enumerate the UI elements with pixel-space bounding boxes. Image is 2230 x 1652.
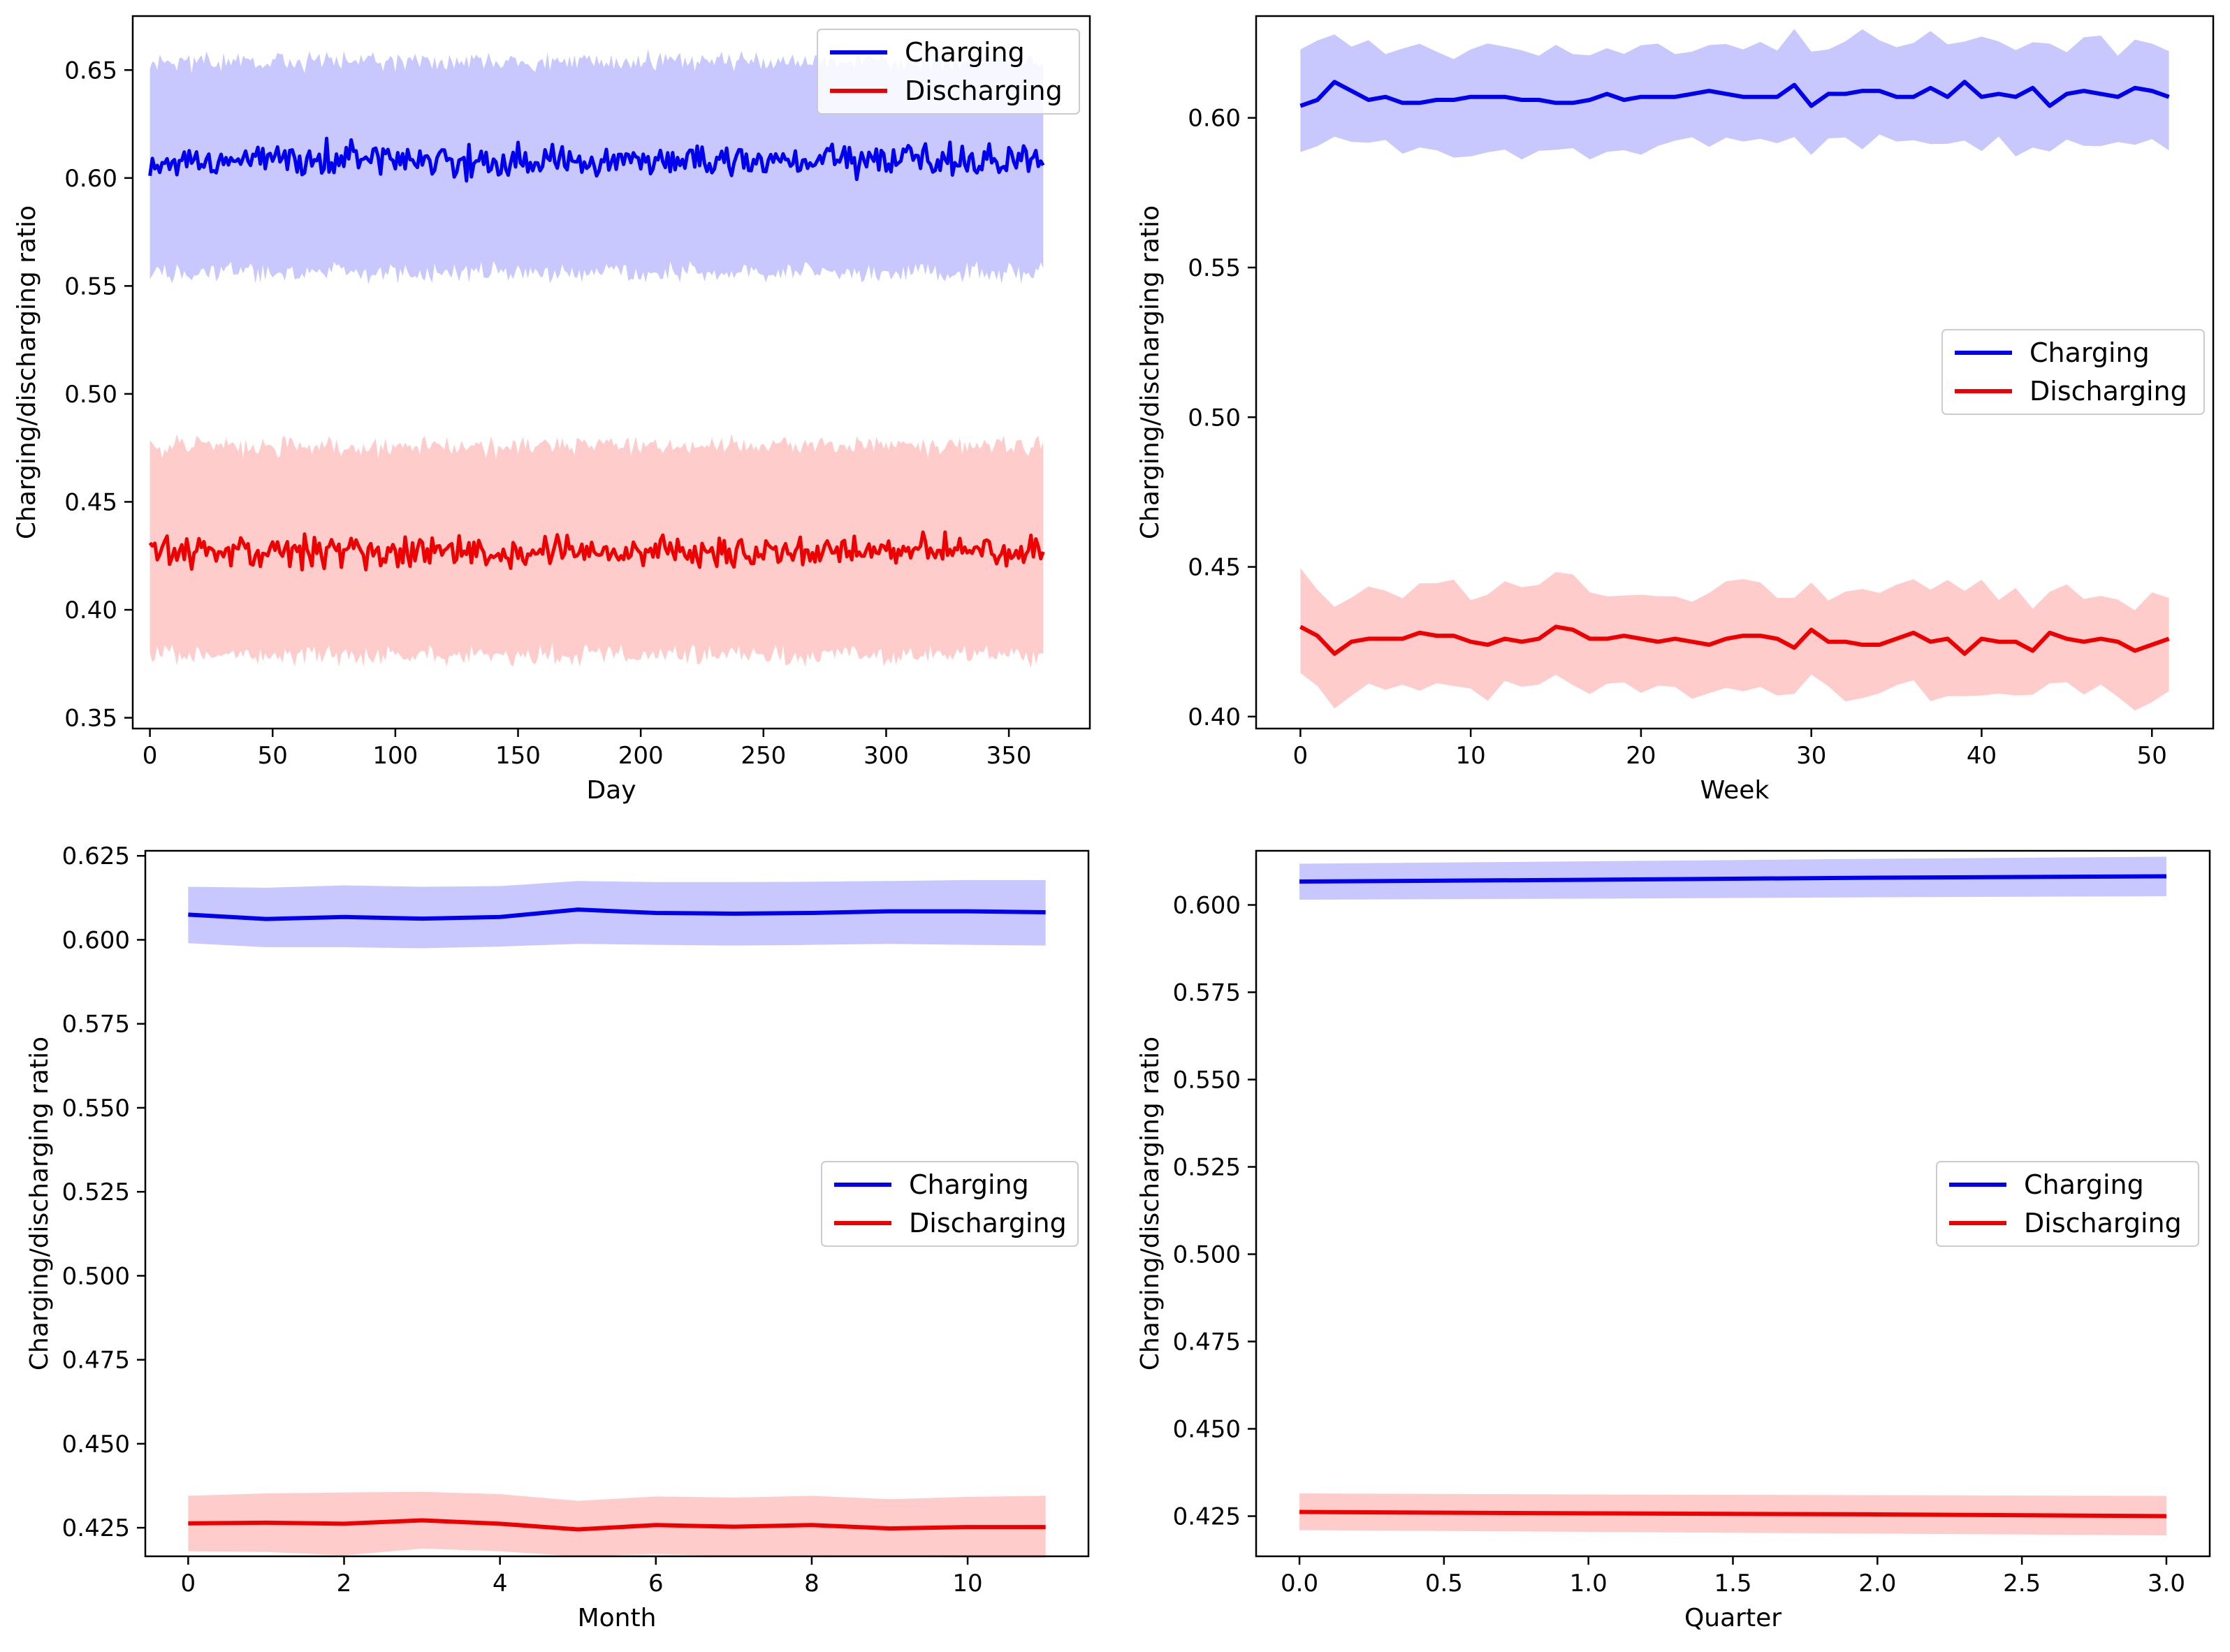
axes-frame-daily <box>131 15 1091 730</box>
legend-label-discharging: Discharging <box>909 1208 1067 1238</box>
x-axis-label-weekly: Week <box>1700 776 1770 805</box>
x-tick-label-quarterly: 1.0 <box>1570 1570 1608 1598</box>
x-tick-label-quarterly: 1.5 <box>1714 1570 1751 1598</box>
y-axis-label-monthly: Charging/discharging ratio <box>25 1037 54 1370</box>
legend-label-charging: Charging <box>2029 337 2150 368</box>
legend-quarterly: Charging Discharging <box>1936 1161 2199 1247</box>
x-tick-label-quarterly: 2.0 <box>1858 1570 1896 1598</box>
discharging-line-monthly <box>188 1518 1046 1532</box>
y-tick-label-daily: 0.35 <box>64 705 117 733</box>
x-tick-label-daily: 350 <box>986 742 1032 770</box>
legend-label-charging: Charging <box>2024 1169 2144 1200</box>
x-tick-label-daily: 50 <box>258 742 288 770</box>
y-tick-label-monthly: 0.575 <box>62 1011 130 1039</box>
x-tick-label-weekly: 10 <box>1456 742 1486 770</box>
y-axis-label-quarterly: Charging/discharging ratio <box>1136 1037 1165 1370</box>
y-tick-label-monthly: 0.450 <box>62 1431 130 1459</box>
y-tick-label-quarterly: 0.450 <box>1173 1416 1241 1444</box>
x-tick-label-weekly: 50 <box>2137 742 2167 770</box>
charging-band-monthly <box>188 879 1046 949</box>
y-tick-label-daily: 0.50 <box>64 381 117 409</box>
x-tick-label-weekly: 30 <box>1796 742 1826 770</box>
charging-line-quarterly <box>1299 874 2166 884</box>
y-axis-label-weekly: Charging/discharging ratio <box>1136 205 1165 539</box>
y-tick-label-monthly: 0.475 <box>62 1347 130 1375</box>
legend-daily: Charging Discharging <box>817 29 1080 115</box>
y-tick-label-quarterly: 0.575 <box>1173 979 1241 1007</box>
legend-label-discharging: Discharging <box>905 75 1063 106</box>
y-tick-label-daily: 0.55 <box>64 272 117 300</box>
y-tick-label-monthly: 0.625 <box>62 842 130 870</box>
y-tick-label-quarterly: 0.525 <box>1173 1154 1241 1182</box>
discharging-line-quarterly <box>1299 1510 2166 1519</box>
charging-line-monthly <box>188 907 1046 921</box>
panel-weekly: 0 10 20 30 40 50 0.40 0.45 0.50 0.55 0.60 Week Charg… <box>1136 15 2215 805</box>
x-tick-label-weekly: 20 <box>1626 742 1656 770</box>
y-tick-label-daily: 0.45 <box>64 488 117 516</box>
discharging-line-daily <box>148 530 1045 572</box>
x-tick-label-monthly: 4 <box>493 1570 508 1598</box>
x-axis-label-monthly: Month <box>578 1604 657 1632</box>
y-tick-label-monthly: 0.600 <box>62 926 130 954</box>
x-tick-label-monthly: 6 <box>648 1570 664 1598</box>
y-tick-label-quarterly: 0.425 <box>1173 1503 1241 1531</box>
y-tick-label-monthly: 0.525 <box>62 1178 130 1206</box>
y-tick-label-quarterly: 0.475 <box>1173 1329 1241 1357</box>
y-tick-label-quarterly: 0.600 <box>1173 892 1241 920</box>
charging-line-daily <box>148 136 1045 183</box>
x-tick-label-daily: 200 <box>618 742 664 770</box>
y-tick-label-weekly: 0.55 <box>1188 254 1241 282</box>
x-tick-label-weekly: 0 <box>1293 742 1309 770</box>
legend-label-charging: Charging <box>905 37 1025 68</box>
axes-frame-weekly <box>1255 15 2215 730</box>
y-tick-label-daily: 0.65 <box>64 57 117 85</box>
discharging-band-monthly <box>188 1491 1046 1558</box>
axes-frame-monthly <box>144 849 1090 1558</box>
discharging-line-weekly <box>1299 624 2170 656</box>
y-tick-label-daily: 0.60 <box>64 165 117 193</box>
legend-label-discharging: Discharging <box>2024 1208 2182 1238</box>
x-tick-label-daily: 150 <box>495 742 541 770</box>
legend-label-discharging: Discharging <box>2029 376 2187 407</box>
panel-monthly: 0 2 4 6 8 10 0.425 0.450 0.475 0.500 0.525 0.550 0.5… <box>25 842 1090 1632</box>
panel-quarterly: 0.0 0.5 1.0 1.5 2.0 2.5 3.0 0.425 0.450 0.475 0.50… <box>1136 849 2211 1632</box>
legend-weekly: Charging Discharging <box>1941 329 2205 415</box>
y-tick-label-quarterly: 0.550 <box>1173 1067 1241 1095</box>
y-tick-label-monthly: 0.500 <box>62 1262 130 1290</box>
y-tick-label-monthly: 0.550 <box>62 1095 130 1123</box>
x-tick-label-quarterly: 0.0 <box>1281 1570 1318 1598</box>
x-tick-label-monthly: 8 <box>804 1570 819 1598</box>
x-axis-label-daily: Day <box>586 776 636 805</box>
x-tick-label-weekly: 40 <box>1967 742 1997 770</box>
x-tick-label-quarterly: 2.5 <box>2003 1570 2041 1598</box>
discharging-band-daily <box>150 434 1044 668</box>
y-tick-label-weekly: 0.40 <box>1188 703 1241 731</box>
x-axis-label-quarterly: Quarter <box>1684 1604 1781 1632</box>
y-tick-label-weekly: 0.50 <box>1188 404 1241 432</box>
x-tick-label-daily: 300 <box>863 742 909 770</box>
x-tick-label-daily: 100 <box>372 742 418 770</box>
x-tick-label-monthly: 0 <box>181 1570 196 1598</box>
y-tick-label-weekly: 0.45 <box>1188 554 1241 582</box>
x-tick-label-daily: 0 <box>143 742 158 770</box>
y-tick-label-weekly: 0.60 <box>1188 105 1241 133</box>
x-tick-label-monthly: 10 <box>952 1570 982 1598</box>
x-tick-label-daily: 250 <box>741 742 786 770</box>
x-tick-label-monthly: 2 <box>337 1570 352 1598</box>
legend-monthly: Charging Discharging <box>821 1161 1079 1247</box>
panel-daily: 0 50 100 150 200 250 300 350 0.35 0.40 0.45 0.50 0.5… <box>13 15 1091 805</box>
y-tick-label-daily: 0.40 <box>64 597 117 624</box>
y-tick-label-quarterly: 0.500 <box>1173 1241 1241 1269</box>
y-tick-label-monthly: 0.425 <box>62 1514 130 1542</box>
x-tick-label-quarterly: 0.5 <box>1425 1570 1463 1598</box>
y-axis-label-daily: Charging/discharging ratio <box>13 205 41 539</box>
legend-label-charging: Charging <box>909 1169 1029 1200</box>
x-tick-label-quarterly: 3.0 <box>2148 1570 2185 1598</box>
charging-line-weekly <box>1299 80 2170 108</box>
